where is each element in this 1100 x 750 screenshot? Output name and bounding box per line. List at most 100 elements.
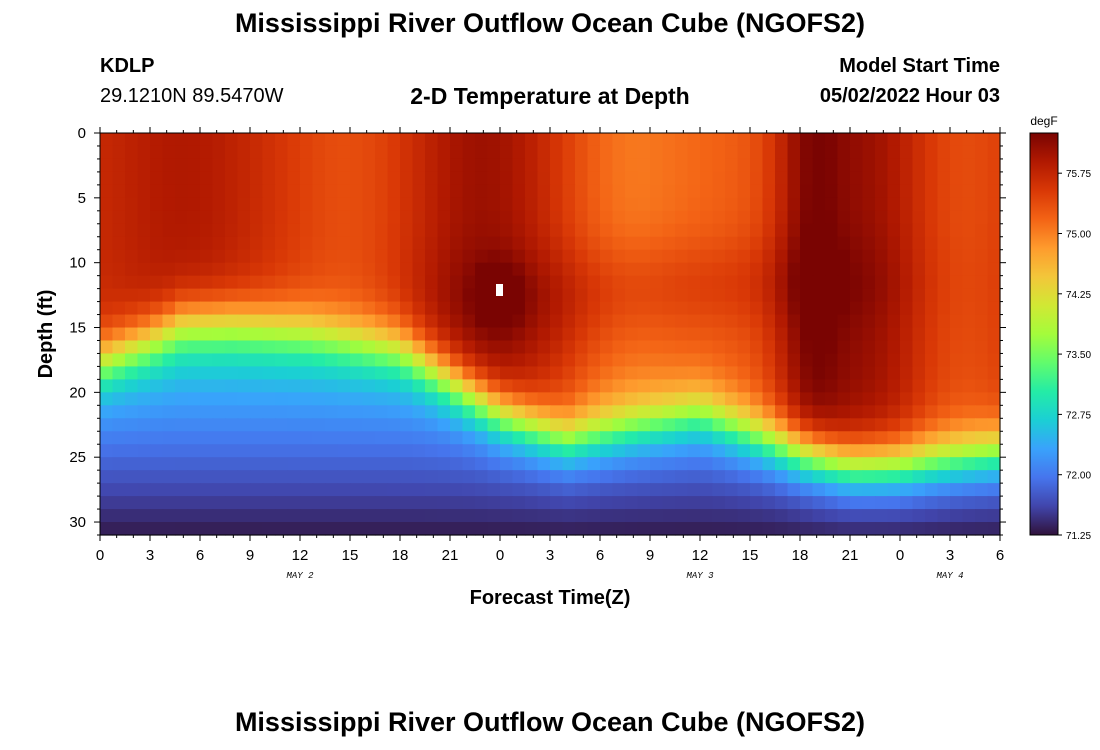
heatmap-cell [637, 184, 651, 199]
heatmap-cell [562, 483, 576, 497]
heatmap-cell [275, 133, 289, 147]
heatmap-cell [675, 145, 689, 160]
heatmap-cell [925, 431, 939, 445]
y-axis-title: Depth (ft) [35, 290, 57, 379]
heatmap-cell [362, 158, 376, 173]
heatmap-cell [112, 262, 126, 277]
heatmap-cell [350, 171, 364, 186]
heatmap-cell [937, 366, 951, 380]
heatmap-cell [175, 249, 189, 264]
heatmap-cell [337, 392, 351, 406]
heatmap-cell [725, 275, 739, 290]
heatmap-cell [300, 366, 314, 380]
heatmap-cell [412, 509, 426, 523]
heatmap-cell [387, 249, 401, 264]
heatmap-cell [362, 522, 376, 536]
heatmap-cell [937, 197, 951, 212]
heatmap-cell [425, 210, 439, 225]
heatmap-cell [162, 522, 176, 536]
heatmap-cell [850, 496, 864, 510]
heatmap-cell [600, 171, 614, 186]
heatmap-cell [775, 444, 789, 458]
heatmap-cell [937, 184, 951, 199]
heatmap-cell [125, 496, 139, 510]
heatmap-cell [962, 262, 976, 277]
heatmap-cell [737, 483, 751, 497]
heatmap-cell [912, 379, 926, 393]
heatmap-cell [562, 457, 576, 471]
heatmap-cell [500, 158, 514, 173]
heatmap-cell [125, 418, 139, 432]
heatmap-cell [300, 483, 314, 497]
heatmap-cell [362, 171, 376, 186]
heatmap-cell [925, 340, 939, 355]
heatmap-cell [475, 197, 489, 212]
heatmap-cell [612, 418, 626, 432]
heatmap-cell [612, 184, 626, 199]
heatmap-cell [812, 431, 826, 445]
heatmap-cell [600, 340, 614, 355]
heatmap-cell [712, 275, 726, 290]
heatmap-cell [712, 457, 726, 471]
heatmap-cell [875, 431, 889, 445]
heatmap-cell [162, 431, 176, 445]
heatmap-cell [225, 133, 239, 147]
heatmap-cell [475, 210, 489, 225]
heatmap-cell [837, 392, 851, 406]
heatmap-cell [650, 444, 664, 458]
heatmap-cell [350, 236, 364, 251]
heatmap-cell [225, 145, 239, 160]
heatmap-cell [425, 184, 439, 199]
heatmap-cell [125, 275, 139, 290]
heatmap-cell [275, 483, 289, 497]
heatmap-cell [350, 470, 364, 484]
heatmap-cell [650, 262, 664, 277]
heatmap-cell [612, 210, 626, 225]
heatmap-cell [725, 522, 739, 536]
heatmap-cell [862, 327, 876, 342]
heatmap-cell [200, 197, 214, 212]
heatmap-cell [575, 249, 589, 264]
heatmap-cell [375, 509, 389, 523]
heatmap-cell [325, 314, 339, 329]
heatmap-cell [462, 133, 476, 147]
heatmap-cell [737, 314, 751, 329]
heatmap-cell [962, 340, 976, 355]
heatmap-cell [150, 366, 164, 380]
heatmap-cell [625, 236, 639, 251]
heatmap-cell [250, 405, 264, 419]
heatmap-cell [400, 470, 414, 484]
heatmap-cell [450, 509, 464, 523]
heatmap-cell [762, 158, 776, 173]
heatmap-cell [150, 314, 164, 329]
x-tick-label: 0 [96, 547, 104, 564]
heatmap-cell [487, 262, 501, 277]
heatmap-cell [125, 158, 139, 173]
heatmap-cell [212, 418, 226, 432]
heatmap-cell [425, 223, 439, 238]
heatmap-cell [850, 366, 864, 380]
heatmap-cell [562, 210, 576, 225]
heatmap-cell [725, 379, 739, 393]
heatmap-cell [175, 483, 189, 497]
heatmap-cell [687, 262, 701, 277]
heatmap-cell [987, 133, 1001, 147]
heatmap-cell [700, 262, 714, 277]
heatmap-cell [512, 262, 526, 277]
heatmap-cell [537, 379, 551, 393]
heatmap-cell [712, 379, 726, 393]
heatmap-cell [700, 444, 714, 458]
heatmap-cell [375, 457, 389, 471]
heatmap-cell [787, 496, 801, 510]
heatmap-cell [287, 197, 301, 212]
heatmap-cell [412, 353, 426, 368]
heatmap-cell [625, 171, 639, 186]
heatmap-cell [250, 470, 264, 484]
heatmap-cell [987, 275, 1001, 290]
heatmap-cell [775, 327, 789, 342]
heatmap-cell [262, 418, 276, 432]
heatmap-cell [787, 236, 801, 251]
heatmap-cell [100, 314, 114, 329]
heatmap-cell [925, 379, 939, 393]
